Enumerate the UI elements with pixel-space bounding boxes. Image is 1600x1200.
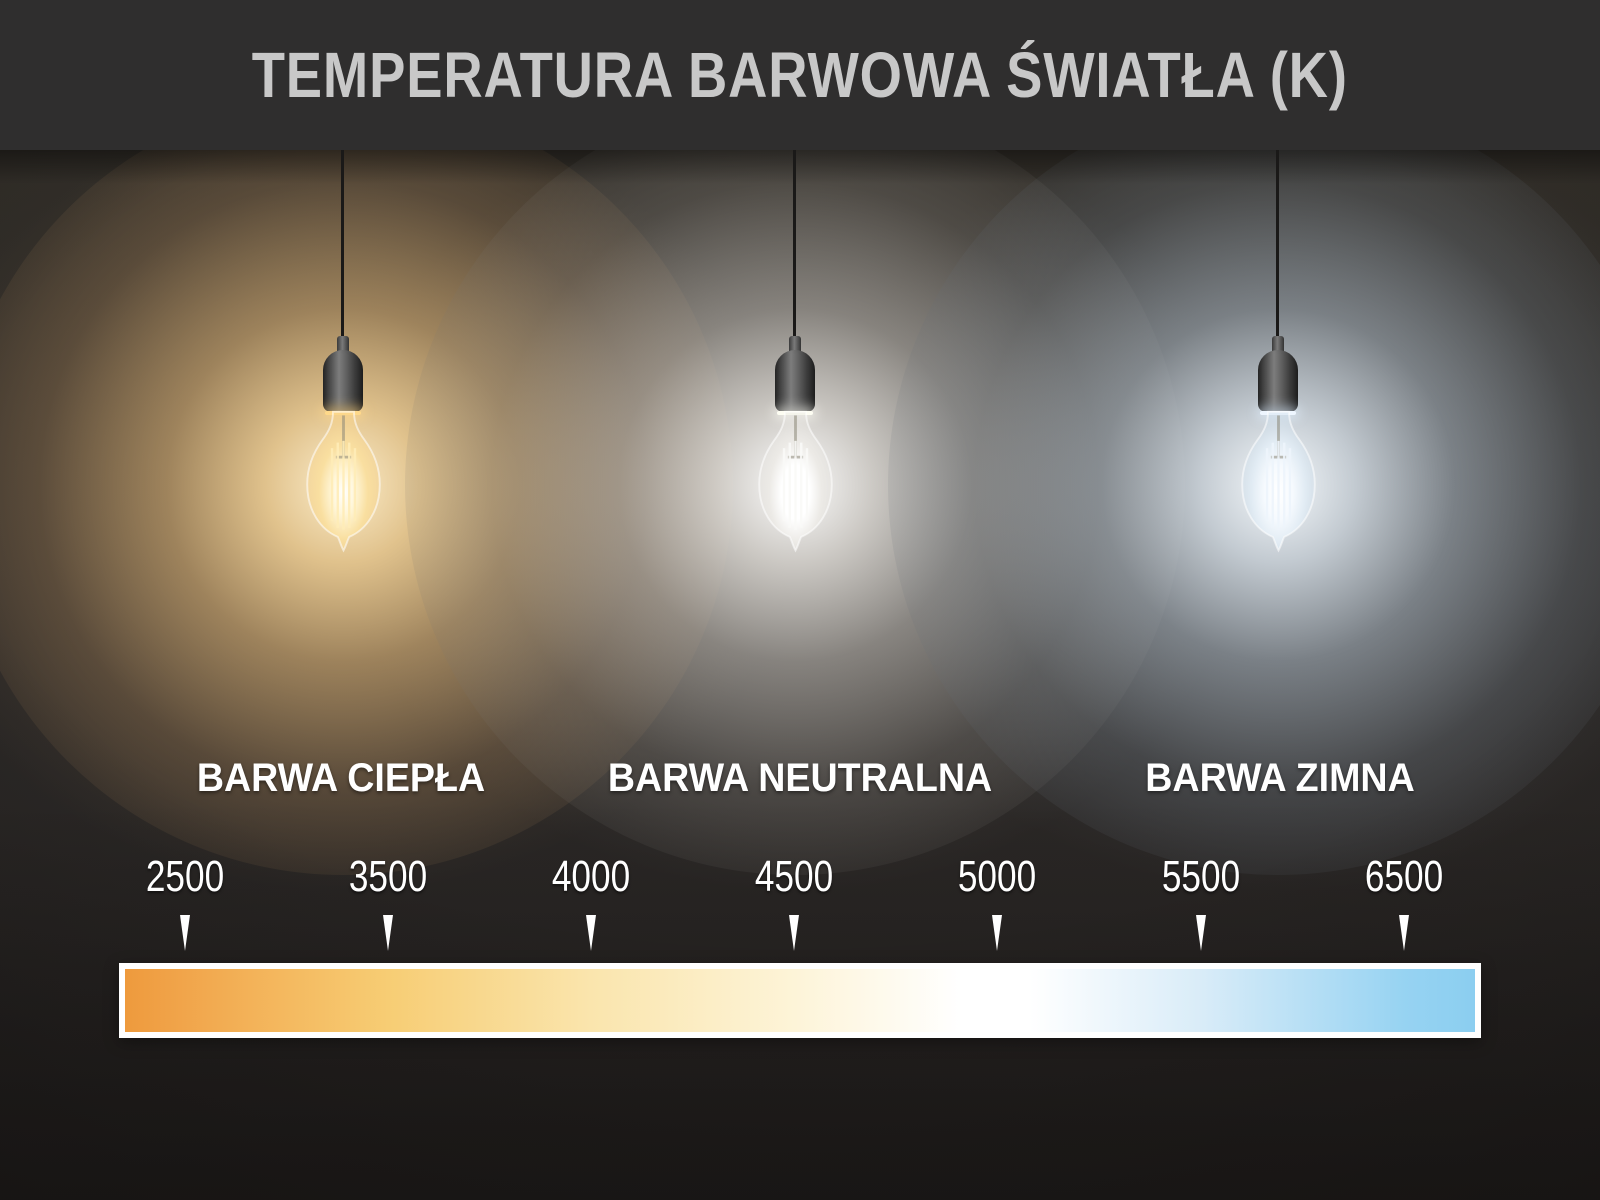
tick-arrow-icon <box>788 915 799 951</box>
tick-value: 3500 <box>348 852 428 901</box>
label-barwa-neutralna: BARWA NEUTRALNA <box>607 756 993 800</box>
label-barwa-zimna: BARWA ZIMNA <box>1145 756 1415 800</box>
edison-bulb-cold-icon <box>1241 410 1316 553</box>
temperature-gradient-fill <box>125 969 1475 1032</box>
header: TEMPERATURA BARWOWA ŚWIATŁA (K) <box>0 0 1600 150</box>
pendant-cord <box>793 150 796 352</box>
pendant-cord <box>341 150 344 352</box>
tick-value: 6500 <box>1364 852 1444 901</box>
tick-value: 4000 <box>551 852 631 901</box>
bulb-socket <box>1258 350 1298 412</box>
tick-arrow-icon <box>991 915 1002 951</box>
edison-bulb-warm-icon <box>306 410 381 553</box>
header-drop-shadow <box>0 150 1600 184</box>
scale-tick-6500: 6500 <box>1355 854 1453 951</box>
scale-tick-2500: 2500 <box>136 854 234 951</box>
scale-tick-4500: 4500 <box>745 854 843 951</box>
tick-arrow-icon <box>585 915 596 951</box>
edison-bulb-neutral-icon <box>758 410 833 553</box>
tick-arrow-icon <box>1398 915 1409 951</box>
scale-tick-3500: 3500 <box>339 854 437 951</box>
bulb-socket <box>323 350 363 412</box>
tick-arrow-icon <box>382 915 393 951</box>
bulb-socket <box>775 350 815 412</box>
tick-value: 4500 <box>754 852 834 901</box>
label-barwa-ciepla: BARWA CIEPŁA <box>196 756 486 800</box>
tick-value: 2500 <box>145 852 225 901</box>
pendant-cord <box>1276 150 1279 352</box>
tick-value: 5500 <box>1161 852 1241 901</box>
scale-tick-5000: 5000 <box>948 854 1046 951</box>
scale-tick-4000: 4000 <box>542 854 640 951</box>
temperature-gradient-bar <box>119 963 1481 1038</box>
tick-arrow-icon <box>1195 915 1206 951</box>
page-title: TEMPERATURA BARWOWA ŚWIATŁA (K) <box>251 39 1349 111</box>
vignette-overlay <box>0 150 1600 1200</box>
tick-arrow-icon <box>179 915 190 951</box>
scale-tick-5500: 5500 <box>1152 854 1250 951</box>
tick-value: 5000 <box>957 852 1037 901</box>
